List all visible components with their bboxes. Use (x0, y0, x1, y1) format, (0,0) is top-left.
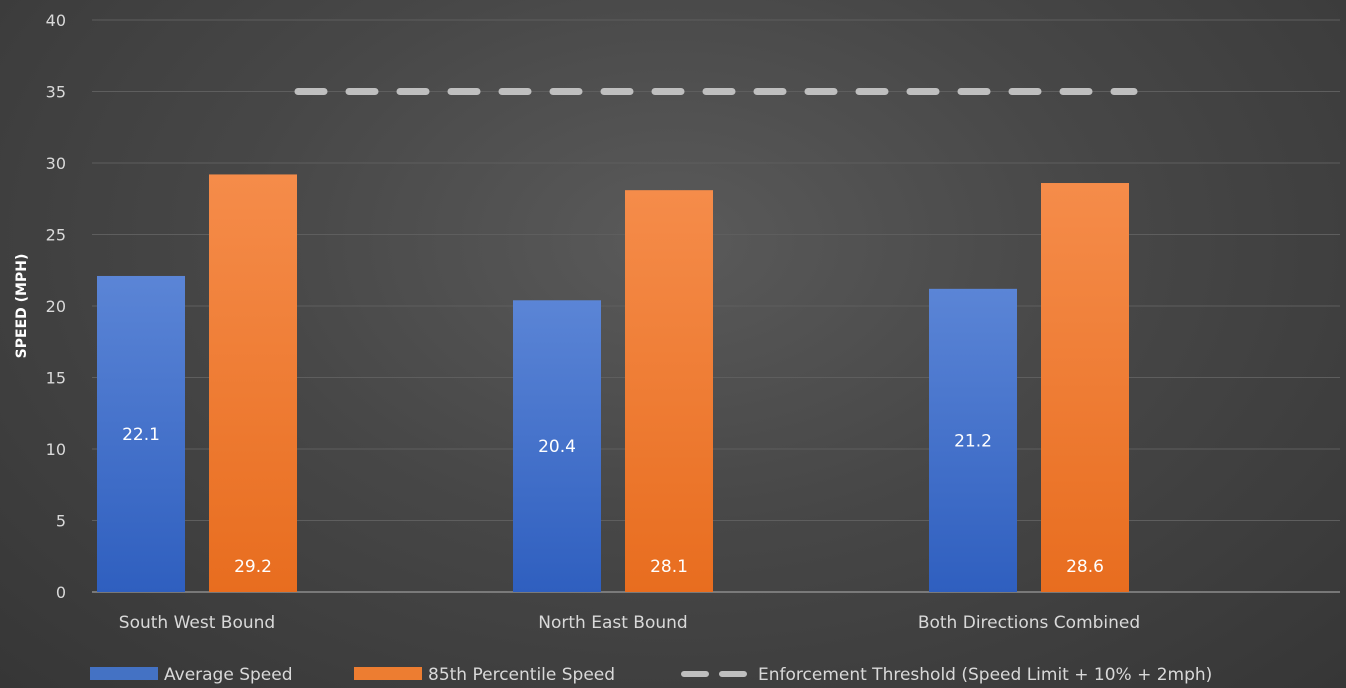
y-tick-label: 0 (56, 583, 66, 602)
legend-label: 85th Percentile Speed (428, 665, 615, 685)
bar-average-speed (513, 300, 601, 592)
category-label: South West Bound (119, 613, 275, 633)
category-label: North East Bound (538, 613, 687, 633)
bar-percentile-85-speed (625, 190, 713, 593)
data-label: 20.4 (538, 437, 576, 457)
legend-label: Enforcement Threshold (Speed Limit + 10%… (758, 665, 1212, 685)
y-tick-label: 10 (46, 440, 66, 459)
bar-average-speed (929, 288, 1017, 592)
y-tick-label: 15 (46, 369, 66, 388)
category-label: Both Directions Combined (918, 613, 1140, 633)
category-labels: South West Bound North East Bound Both Dir… (119, 613, 1140, 633)
data-labels: 22.1 29.2 20.4 28.1 21.2 28.6 (122, 425, 1104, 577)
legend: Average Speed 85th Percentile Speed Enforc… (90, 665, 1212, 685)
legend-label: Average Speed (164, 665, 293, 685)
legend-swatch (90, 667, 158, 680)
y-tick-label: 40 (46, 11, 66, 30)
bars (97, 174, 1129, 593)
y-tick-label: 30 (46, 154, 66, 173)
y-tick-labels: 0 5 10 15 20 25 30 35 40 (46, 11, 66, 602)
y-tick-label: 25 (46, 226, 66, 245)
bar-percentile-85-speed (209, 174, 297, 592)
y-tick-label: 5 (56, 512, 66, 531)
y-tick-label: 35 (46, 83, 66, 102)
data-label: 21.2 (954, 431, 992, 451)
y-tick-label: 20 (46, 297, 66, 316)
data-label: 22.1 (122, 425, 160, 445)
bar-average-speed (97, 275, 185, 592)
gridlines (92, 19, 1340, 593)
data-label: 28.6 (1066, 557, 1104, 577)
data-label: 28.1 (650, 557, 688, 577)
legend-swatch (354, 667, 422, 680)
data-label: 29.2 (234, 557, 272, 577)
y-axis-label: SPEED (MPH) (14, 254, 30, 359)
bar-percentile-85-speed (1041, 183, 1129, 592)
